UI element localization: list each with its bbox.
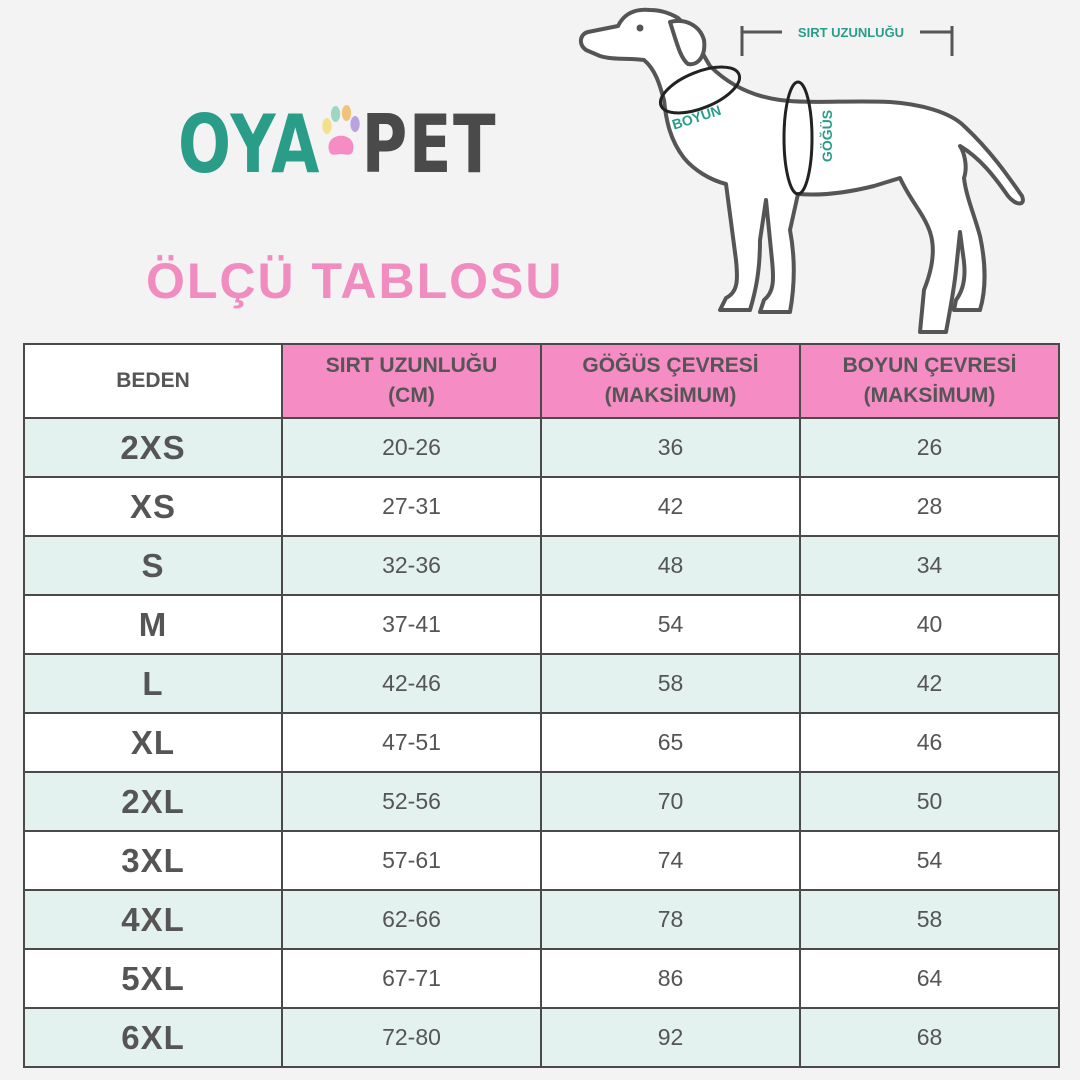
table-row: 2XS 20-26 36 26 bbox=[23, 417, 1060, 478]
header-chest: GÖĞÜS ÇEVRESİ (MAKSİMUM) bbox=[540, 343, 801, 419]
size-chart-table: BEDEN SIRT UZUNLUĞU (CM) GÖĞÜS ÇEVRESİ (… bbox=[23, 343, 1060, 1068]
header-neck-title: BOYUN ÇEVRESİ bbox=[842, 354, 1017, 377]
page-title: ÖLÇÜ TABLOSU bbox=[146, 253, 564, 309]
back-length-cell: 52-56 bbox=[281, 771, 542, 832]
brand-logo: OYA PET bbox=[178, 98, 496, 191]
neck-cell: 50 bbox=[799, 771, 1060, 832]
size-cell: L bbox=[23, 653, 283, 714]
back-length-cell: 67-71 bbox=[281, 948, 542, 1009]
size-cell: 6XL bbox=[23, 1007, 283, 1068]
table-row: XL 47-51 65 46 bbox=[23, 712, 1060, 773]
neck-cell: 46 bbox=[799, 712, 1060, 773]
chest-cell: 36 bbox=[540, 417, 801, 478]
header-neck-note: (MAKSİMUM) bbox=[863, 384, 996, 407]
chest-cell: 42 bbox=[540, 476, 801, 537]
chest-cell: 74 bbox=[540, 830, 801, 891]
back-length-cell: 57-61 bbox=[281, 830, 542, 891]
table-row: M 37-41 54 40 bbox=[23, 594, 1060, 655]
size-cell: 2XL bbox=[23, 771, 283, 832]
header-chest-note: (MAKSİMUM) bbox=[604, 384, 737, 407]
table-row: XS 27-31 42 28 bbox=[23, 476, 1060, 537]
neck-cell: 42 bbox=[799, 653, 1060, 714]
back-length-cell: 37-41 bbox=[281, 594, 542, 655]
chest-cell: 58 bbox=[540, 653, 801, 714]
size-cell: 5XL bbox=[23, 948, 283, 1009]
dog-measurement-diagram: SIRT UZUNLUĞU BOYUN GÖĞÜS bbox=[579, 7, 1025, 334]
neck-cell: 34 bbox=[799, 535, 1060, 596]
chest-cell: 48 bbox=[540, 535, 801, 596]
chest-cell: 92 bbox=[540, 1007, 801, 1068]
neck-cell: 64 bbox=[799, 948, 1060, 1009]
back-length-label: SIRT UZUNLUĞU bbox=[798, 25, 904, 40]
size-cell: S bbox=[23, 535, 283, 596]
table-row: 4XL 62-66 78 58 bbox=[23, 889, 1060, 950]
back-length-cell: 27-31 bbox=[281, 476, 542, 537]
table-row: L 42-46 58 42 bbox=[23, 653, 1060, 714]
chest-cell: 78 bbox=[540, 889, 801, 950]
back-length-cell: 20-26 bbox=[281, 417, 542, 478]
size-cell: 3XL bbox=[23, 830, 283, 891]
neck-cell: 26 bbox=[799, 417, 1060, 478]
table-row: 3XL 57-61 74 54 bbox=[23, 830, 1060, 891]
back-length-cell: 62-66 bbox=[281, 889, 542, 950]
table-row: 5XL 67-71 86 64 bbox=[23, 948, 1060, 1009]
header-back-length-title: SIRT UZUNLUĞU bbox=[325, 354, 498, 377]
header-size: BEDEN bbox=[23, 343, 283, 419]
back-length-cell: 32-36 bbox=[281, 535, 542, 596]
table-header-row: BEDEN SIRT UZUNLUĞU (CM) GÖĞÜS ÇEVRESİ (… bbox=[23, 343, 1060, 419]
neck-cell: 28 bbox=[799, 476, 1060, 537]
size-cell: XS bbox=[23, 476, 283, 537]
paw-icon bbox=[321, 100, 362, 170]
neck-cell: 40 bbox=[799, 594, 1060, 655]
chest-cell: 65 bbox=[540, 712, 801, 773]
chest-label: GÖĞÜS bbox=[818, 110, 835, 162]
brand-oya: OYA bbox=[178, 98, 322, 191]
header-chest-title: GÖĞÜS ÇEVRESİ bbox=[582, 354, 759, 377]
header-back-length-unit: (CM) bbox=[388, 384, 435, 407]
neck-cell: 54 bbox=[799, 830, 1060, 891]
header-back-length: SIRT UZUNLUĞU (CM) bbox=[281, 343, 542, 419]
brand-pet: PET bbox=[361, 98, 498, 191]
size-cell: 2XS bbox=[23, 417, 283, 478]
back-length-cell: 47-51 bbox=[281, 712, 542, 773]
back-length-cell: 72-80 bbox=[281, 1007, 542, 1068]
chest-cell: 70 bbox=[540, 771, 801, 832]
neck-cell: 68 bbox=[799, 1007, 1060, 1068]
table-row: 6XL 72-80 92 68 bbox=[23, 1007, 1060, 1068]
back-length-cell: 42-46 bbox=[281, 653, 542, 714]
table-row: 2XL 52-56 70 50 bbox=[23, 771, 1060, 832]
chest-cell: 54 bbox=[540, 594, 801, 655]
size-cell: M bbox=[23, 594, 283, 655]
neck-cell: 58 bbox=[799, 889, 1060, 950]
size-cell: 4XL bbox=[23, 889, 283, 950]
header-neck: BOYUN ÇEVRESİ (MAKSİMUM) bbox=[799, 343, 1060, 419]
size-cell: XL bbox=[23, 712, 283, 773]
table-row: S 32-36 48 34 bbox=[23, 535, 1060, 596]
chest-cell: 86 bbox=[540, 948, 801, 1009]
